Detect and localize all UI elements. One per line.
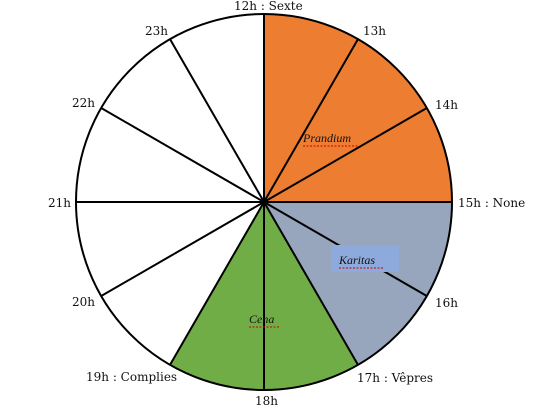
hour-label-19: 19h : Complies — [86, 370, 177, 384]
sector-prandium — [264, 14, 452, 202]
hour-label-12: 12h : Sexte — [234, 0, 303, 13]
hour-label-17: 17h : Vêpres — [357, 371, 433, 385]
hour-label-14: 14h — [435, 98, 458, 112]
spoke-14h — [263, 107, 428, 203]
hour-label-15: 15h : None — [458, 196, 525, 210]
spoke-17h — [263, 201, 359, 366]
hour-label-20: 20h — [72, 295, 95, 309]
hour-label-23: 23h — [145, 24, 168, 38]
spoke-23h — [169, 38, 265, 203]
spoke-20h — [100, 201, 265, 297]
hour-spokes — [76, 14, 452, 390]
meal-sectors — [170, 14, 452, 390]
hour-label-22: 22h — [72, 96, 95, 110]
spoke-13h — [263, 38, 359, 203]
spoke-22h — [100, 107, 265, 203]
hour-label-18: 18h — [255, 394, 278, 405]
prandium-label: Prandium — [302, 131, 351, 145]
karitas-label: Karitas — [338, 253, 375, 267]
spoke-19h — [169, 201, 265, 366]
cena-label: Cena — [249, 312, 274, 326]
hour-label-16: 16h — [435, 296, 458, 310]
hour-label-21: 21h — [48, 196, 71, 210]
sector-karitas — [264, 202, 452, 365]
hour-label-13: 13h — [363, 24, 386, 38]
